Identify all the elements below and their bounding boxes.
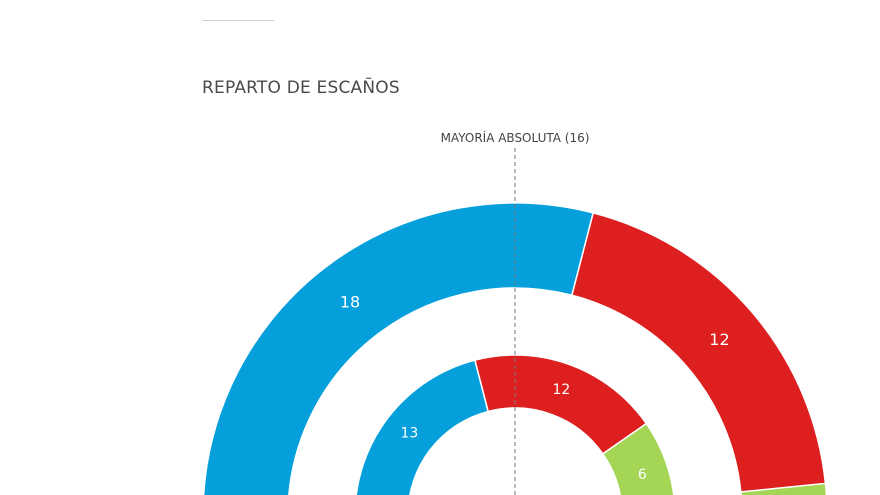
outer-ring-segment-1 xyxy=(202,202,595,495)
labels-layer: 18 12 1 13 12 6 xyxy=(340,292,789,495)
inner-ring-label-1: 13 xyxy=(401,425,419,441)
outer-ring-label-1: 18 xyxy=(340,292,360,311)
outer-ring-label-3: 1 xyxy=(779,492,789,495)
inner-ring-label-3: 6 xyxy=(638,467,647,483)
top-divider xyxy=(202,20,274,21)
outer-ring-label-2: 12 xyxy=(709,330,729,349)
inner-ring-label-2: 12 xyxy=(552,382,570,398)
inner-ring-segment-1 xyxy=(355,359,490,495)
rings-layer xyxy=(202,202,828,495)
section-title: REPARTO DE ESCAÑOS xyxy=(202,78,400,98)
inner-ring-segment-2 xyxy=(473,354,648,455)
outer-ring-segment-3 xyxy=(740,482,828,495)
inner-ring-segment-3 xyxy=(601,422,675,495)
majority-label: MAYORÍA ABSOLUTA (16) xyxy=(441,130,590,145)
